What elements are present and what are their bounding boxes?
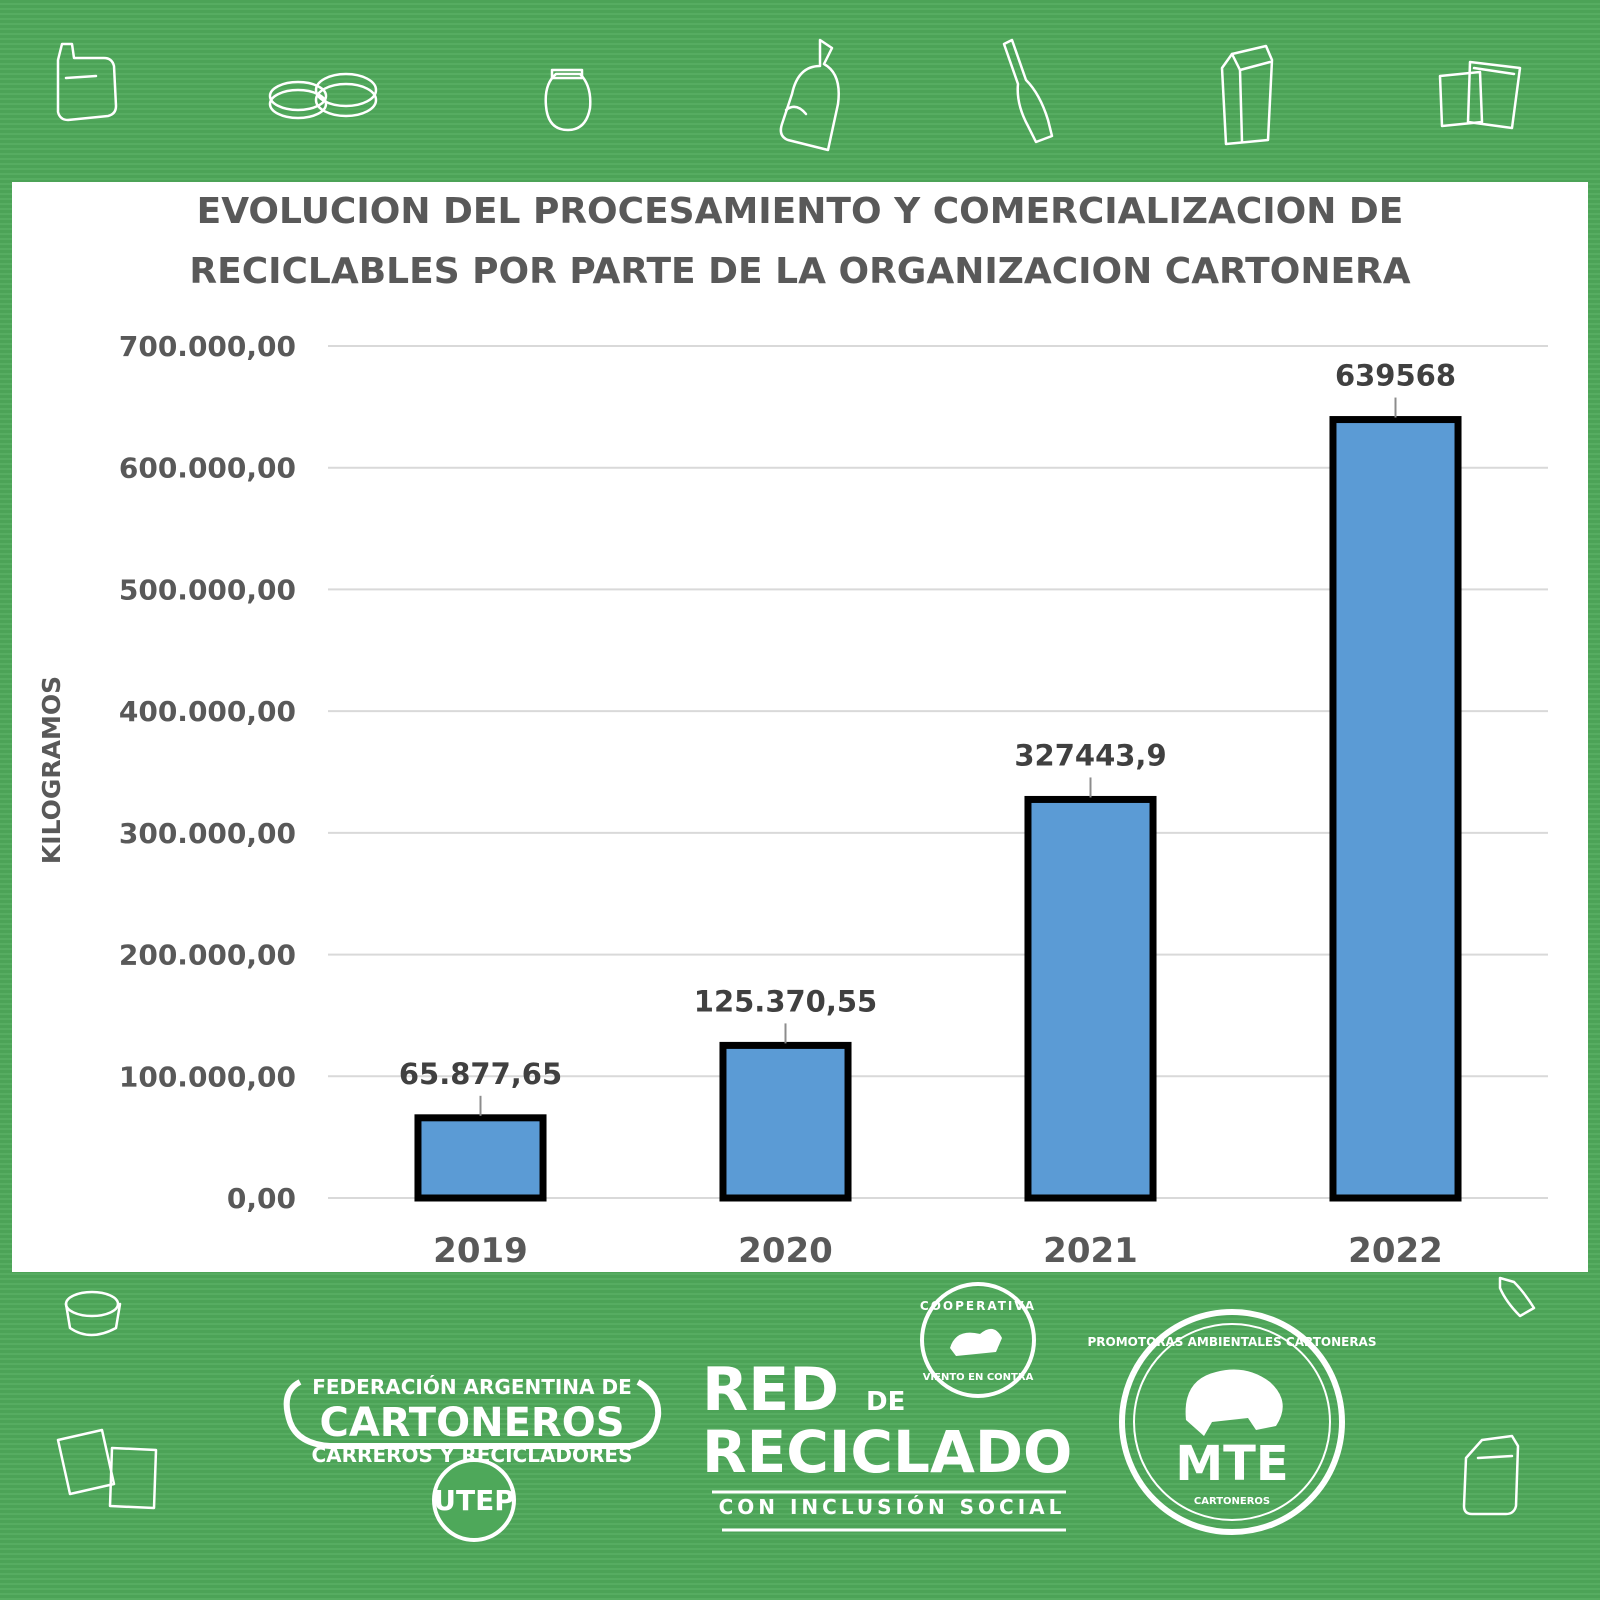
reciclado-word: RECICLADO [702, 1418, 1072, 1486]
x-tick-label-2021: 2021 [1043, 1231, 1138, 1271]
federacion-line-2: CARTONEROS [319, 1400, 624, 1446]
carton-icon [1220, 44, 1274, 146]
boxes-icon [1438, 60, 1522, 130]
bar-2020 [719, 1041, 852, 1202]
bar-2022 [1329, 416, 1462, 1202]
y-tick-label: 700.000,00 [119, 330, 296, 363]
federacion-cartoneros-logo: FEDERACIÓN ARGENTINA DE CARTONEROS CARRE… [283, 1375, 662, 1542]
federacion-line-1: FEDERACIÓN ARGENTINA DE [312, 1375, 632, 1399]
x-tick-labels: 2019 2020 2021 2022 [433, 1231, 1443, 1271]
bars [414, 416, 1462, 1202]
y-tick-label: 500.000,00 [119, 573, 296, 606]
coop-bottom-text: VIENTO EN CONTRA [923, 1372, 1034, 1383]
bar-2019 [414, 1114, 547, 1202]
chart-title-line-2: RECICLABLES POR PARTE DE LA ORGANIZACION… [189, 251, 1411, 292]
y-tick-label: 400.000,00 [119, 695, 296, 728]
chart-title-line-1: EVOLUCION DEL PROCESAMIENTO Y COMERCIALI… [196, 191, 1404, 232]
data-labels: 65.877,65 125.370,55 327443,9 639568 [399, 359, 1456, 1091]
can-icon [64, 1290, 122, 1337]
utep-badge: UTEP [433, 1484, 514, 1517]
y-tick-label: 600.000,00 [119, 452, 296, 485]
y-tick-label: 200.000,00 [119, 939, 296, 972]
bottle-icon [779, 38, 840, 152]
mte-ring-text: PROMOTORAS AMBIENTALES CARTONERAS [1088, 1335, 1377, 1349]
y-tick-label: 300.000,00 [119, 817, 296, 850]
red-word: RED [702, 1355, 839, 1425]
glass-bottle-icon [1498, 1276, 1536, 1318]
data-label-2022: 639568 [1335, 359, 1456, 393]
y-tick-label: 0,00 [227, 1182, 296, 1215]
recyclables-doodles-bottom [56, 1276, 1536, 1516]
y-tick-labels: 0,00 100.000,00 200.000,00 300.000,00 400.00… [119, 330, 296, 1215]
jerrycan-icon [56, 42, 118, 122]
red-de-reciclado-logo: RED DE RECICLADO CON INCLUSIÓN SOCIAL CO… [702, 1282, 1072, 1532]
boxes-icon [56, 1428, 158, 1510]
x-tick-label-2022: 2022 [1348, 1231, 1443, 1271]
data-label-2021: 327443,9 [1014, 738, 1166, 772]
bar-2021 [1024, 795, 1157, 1202]
red-tagline: CON INCLUSIÓN SOCIAL [719, 1495, 1066, 1519]
mte-small-text: CARTONEROS [1194, 1496, 1270, 1507]
recyclables-doodles-top [56, 38, 1522, 152]
mte-logo: PROMOTORAS AMBIENTALES CARTONERAS MTE CA… [1088, 1309, 1377, 1535]
x-tick-label-2019: 2019 [433, 1231, 528, 1271]
data-label-2020: 125.370,55 [694, 984, 877, 1018]
y-axis-label: KILOGRAMOS [37, 676, 66, 864]
label-leader-lines [479, 397, 1397, 1116]
coop-top-text: COOPERATIVA [920, 1299, 1036, 1313]
y-tick-label: 100.000,00 [119, 1060, 296, 1093]
lids-icon [268, 72, 378, 120]
footer-logos: FEDERACIÓN ARGENTINA DE CARTONEROS CARRE… [283, 1282, 1377, 1542]
mte-name: MTE [1175, 1436, 1288, 1492]
jerrycan-icon [1462, 1434, 1520, 1516]
data-label-2019: 65.877,65 [399, 1057, 562, 1091]
x-tick-label-2020: 2020 [738, 1231, 833, 1271]
glass-bottle-icon [1002, 38, 1054, 144]
jar-icon [544, 68, 592, 132]
de-word: DE [866, 1387, 905, 1417]
